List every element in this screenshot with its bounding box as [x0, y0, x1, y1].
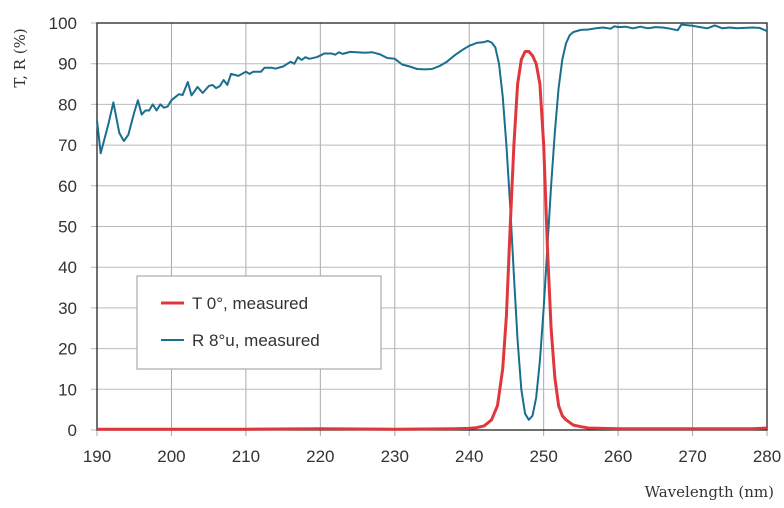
y-tick-label: 60 — [58, 177, 77, 196]
y-tick-label: 30 — [58, 299, 77, 318]
x-tick-label: 210 — [232, 447, 260, 466]
y-axis-label: T, R (%) — [11, 28, 29, 87]
series-line-t-0deg — [97, 50, 768, 431]
tick-labels: 190 200 210 220 230 240 250 260 270 280 0 10 20 30 40 5… — [49, 14, 782, 466]
y-tick-label: 70 — [58, 136, 77, 155]
x-tick-label: 220 — [306, 447, 334, 466]
x-axis-label: Wavelength (nm) — [645, 483, 774, 501]
series-line-r-8deg — [96, 23, 768, 421]
y-tick-label: 50 — [58, 218, 77, 237]
x-tick-label: 200 — [157, 447, 185, 466]
x-tick-label: 280 — [753, 447, 781, 466]
legend: T 0°, measured R 8°u, measured — [136, 275, 382, 370]
x-tick-label: 270 — [678, 447, 706, 466]
series-group — [96, 23, 768, 431]
y-tick-label: 80 — [58, 95, 77, 114]
y-tick-label: 20 — [58, 340, 77, 359]
x-tick-label: 240 — [455, 447, 483, 466]
y-tick-label: 10 — [58, 380, 77, 399]
x-tick-label: 250 — [529, 447, 557, 466]
y-tick-label: 90 — [58, 55, 77, 74]
x-tick-label: 190 — [83, 447, 111, 466]
x-tick-label: 260 — [604, 447, 632, 466]
y-tick-label: 100 — [49, 14, 77, 33]
x-tick-label: 230 — [381, 447, 409, 466]
y-tick-label: 40 — [58, 258, 77, 277]
legend-label-r: R 8°u, measured — [192, 331, 320, 350]
y-tick-label: 0 — [68, 421, 77, 440]
legend-label-t: T 0°, measured — [192, 294, 308, 313]
grid — [91, 22, 768, 436]
legend-box — [136, 275, 382, 370]
